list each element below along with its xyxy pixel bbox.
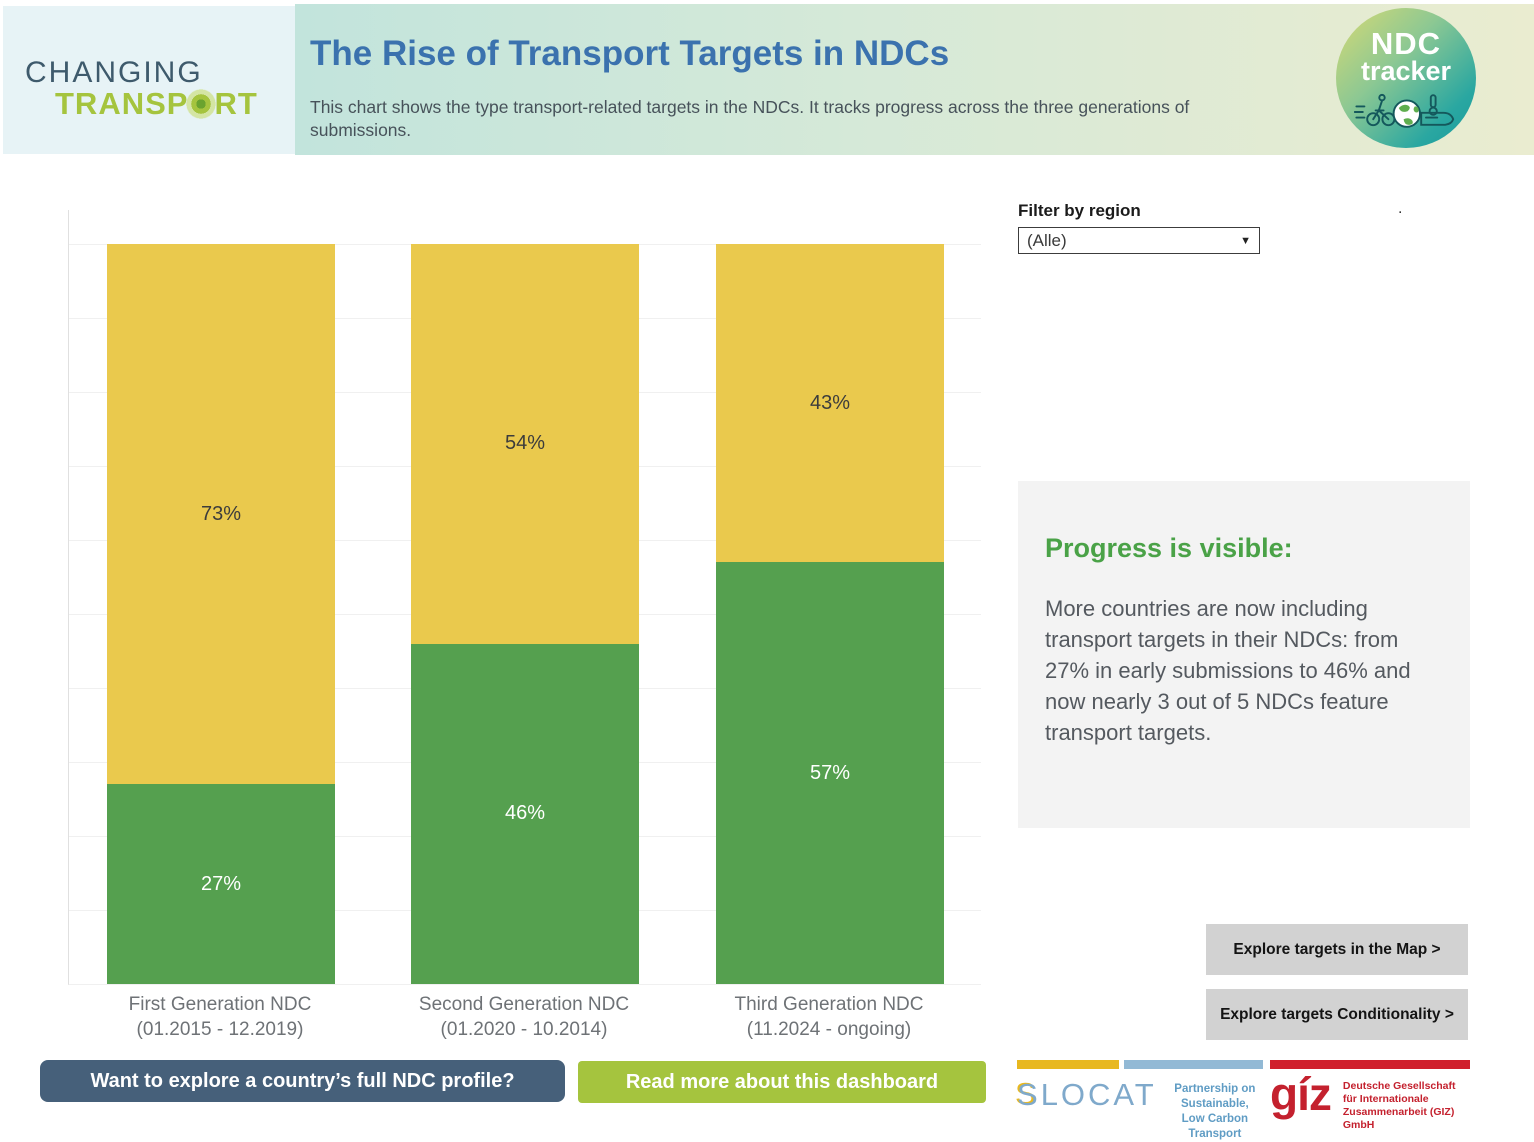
stray-dot: . [1398, 200, 1403, 217]
bar-segment-yellow-top[interactable]: 73% [107, 244, 335, 785]
insight-title: Progress is visible: [1045, 533, 1293, 563]
bar-segment-yellow-top[interactable]: 54% [411, 244, 639, 644]
bar-segment-yellow-top[interactable]: 43% [716, 244, 944, 563]
read-more-dashboard-button[interactable]: Read more about this dashboard [578, 1061, 986, 1103]
insight-box: Progress is visible: More countries are … [1018, 481, 1470, 828]
slocat-yellow-bar [1017, 1060, 1119, 1069]
bar-value-label: 46% [504, 802, 546, 825]
target-circle-icon [186, 89, 217, 119]
category-label: Second Generation NDC (01.2020 - 10.2014) [418, 994, 630, 1040]
bar-3: 43% 57% [716, 244, 944, 984]
badge-line-ndc: NDC [1370, 26, 1442, 61]
slocat-blue-bar [1124, 1060, 1263, 1069]
bar-segment-green-bottom[interactable]: 46% [411, 643, 639, 984]
plot-area: 73% 27% 54% 46% 43% 57% [68, 210, 981, 985]
bar-value-label: 43% [809, 391, 851, 414]
giz-red-bar [1270, 1060, 1470, 1069]
bar-2: 54% 46% [411, 244, 639, 984]
explore-conditionality-button[interactable]: Explore targets Conditionality > [1206, 989, 1468, 1040]
bar-segment-green-bottom[interactable]: 57% [716, 562, 944, 984]
giz-wordmark: gíz [1270, 1068, 1332, 1120]
category-label: First Generation NDC (01.2015 - 12.2019) [128, 994, 312, 1040]
slocat-color-bars [1017, 1060, 1263, 1069]
filter-by-region-label: Filter by region [1018, 201, 1141, 220]
bar-value-label: 27% [200, 872, 242, 895]
insight-body: More countries are now including transpo… [1045, 596, 1411, 745]
slocat-logo[interactable]: SLOCAT Partnership on Sustainable, Low C… [1017, 1060, 1263, 1140]
bike-globe-thermometer-train-icon [1353, 93, 1455, 128]
chevron-down-icon: ▼ [1240, 234, 1251, 247]
slocat-wordmark: SLOCAT [1017, 1077, 1157, 1112]
page-title: The Rise of Transport Targets in NDCs [310, 34, 950, 73]
explore-map-button[interactable]: Explore targets in the Map > [1206, 924, 1468, 975]
brand-word-changing: CHANGING [25, 56, 203, 89]
slocat-tagline: Partnership on Sustainable, Low Carbon T… [1174, 1083, 1256, 1140]
country-ndc-profile-button[interactable]: Want to explore a country’s full NDC pro… [40, 1060, 565, 1102]
brand-word-transport: TRANSP RT [55, 86, 258, 121]
bar-value-label: 73% [200, 502, 242, 525]
page-subtitle: This chart shows the type transport-rela… [310, 97, 1190, 140]
ndc-tracker-badge[interactable]: NDC tracker [1336, 8, 1476, 148]
giz-logo[interactable]: gíz Deutsche Gesellschaft für Internatio… [1270, 1060, 1470, 1131]
changing-transport-logo[interactable]: CHANGING TRANSP RT [3, 6, 295, 154]
transport-icons [1336, 87, 1476, 134]
gridline [69, 984, 981, 985]
bar-value-label: 54% [504, 432, 546, 455]
region-filter-dropdown[interactable]: (Alle) ▼ [1018, 227, 1260, 254]
category-label: Third Generation NDC (11.2024 - ongoing) [734, 994, 924, 1040]
giz-description: Deutsche Gesellschaft für Internationale… [1342, 1080, 1456, 1131]
bar-value-label: 57% [809, 761, 851, 784]
bar-segment-green-bottom[interactable]: 27% [107, 784, 335, 984]
bar-1: 73% 27% [107, 244, 335, 984]
header-banner: The Rise of Transport Targets in NDCs Th… [295, 4, 1534, 155]
badge-line-tracker: tracker [1360, 56, 1452, 86]
region-filter-value: (Alle) [1027, 230, 1067, 250]
